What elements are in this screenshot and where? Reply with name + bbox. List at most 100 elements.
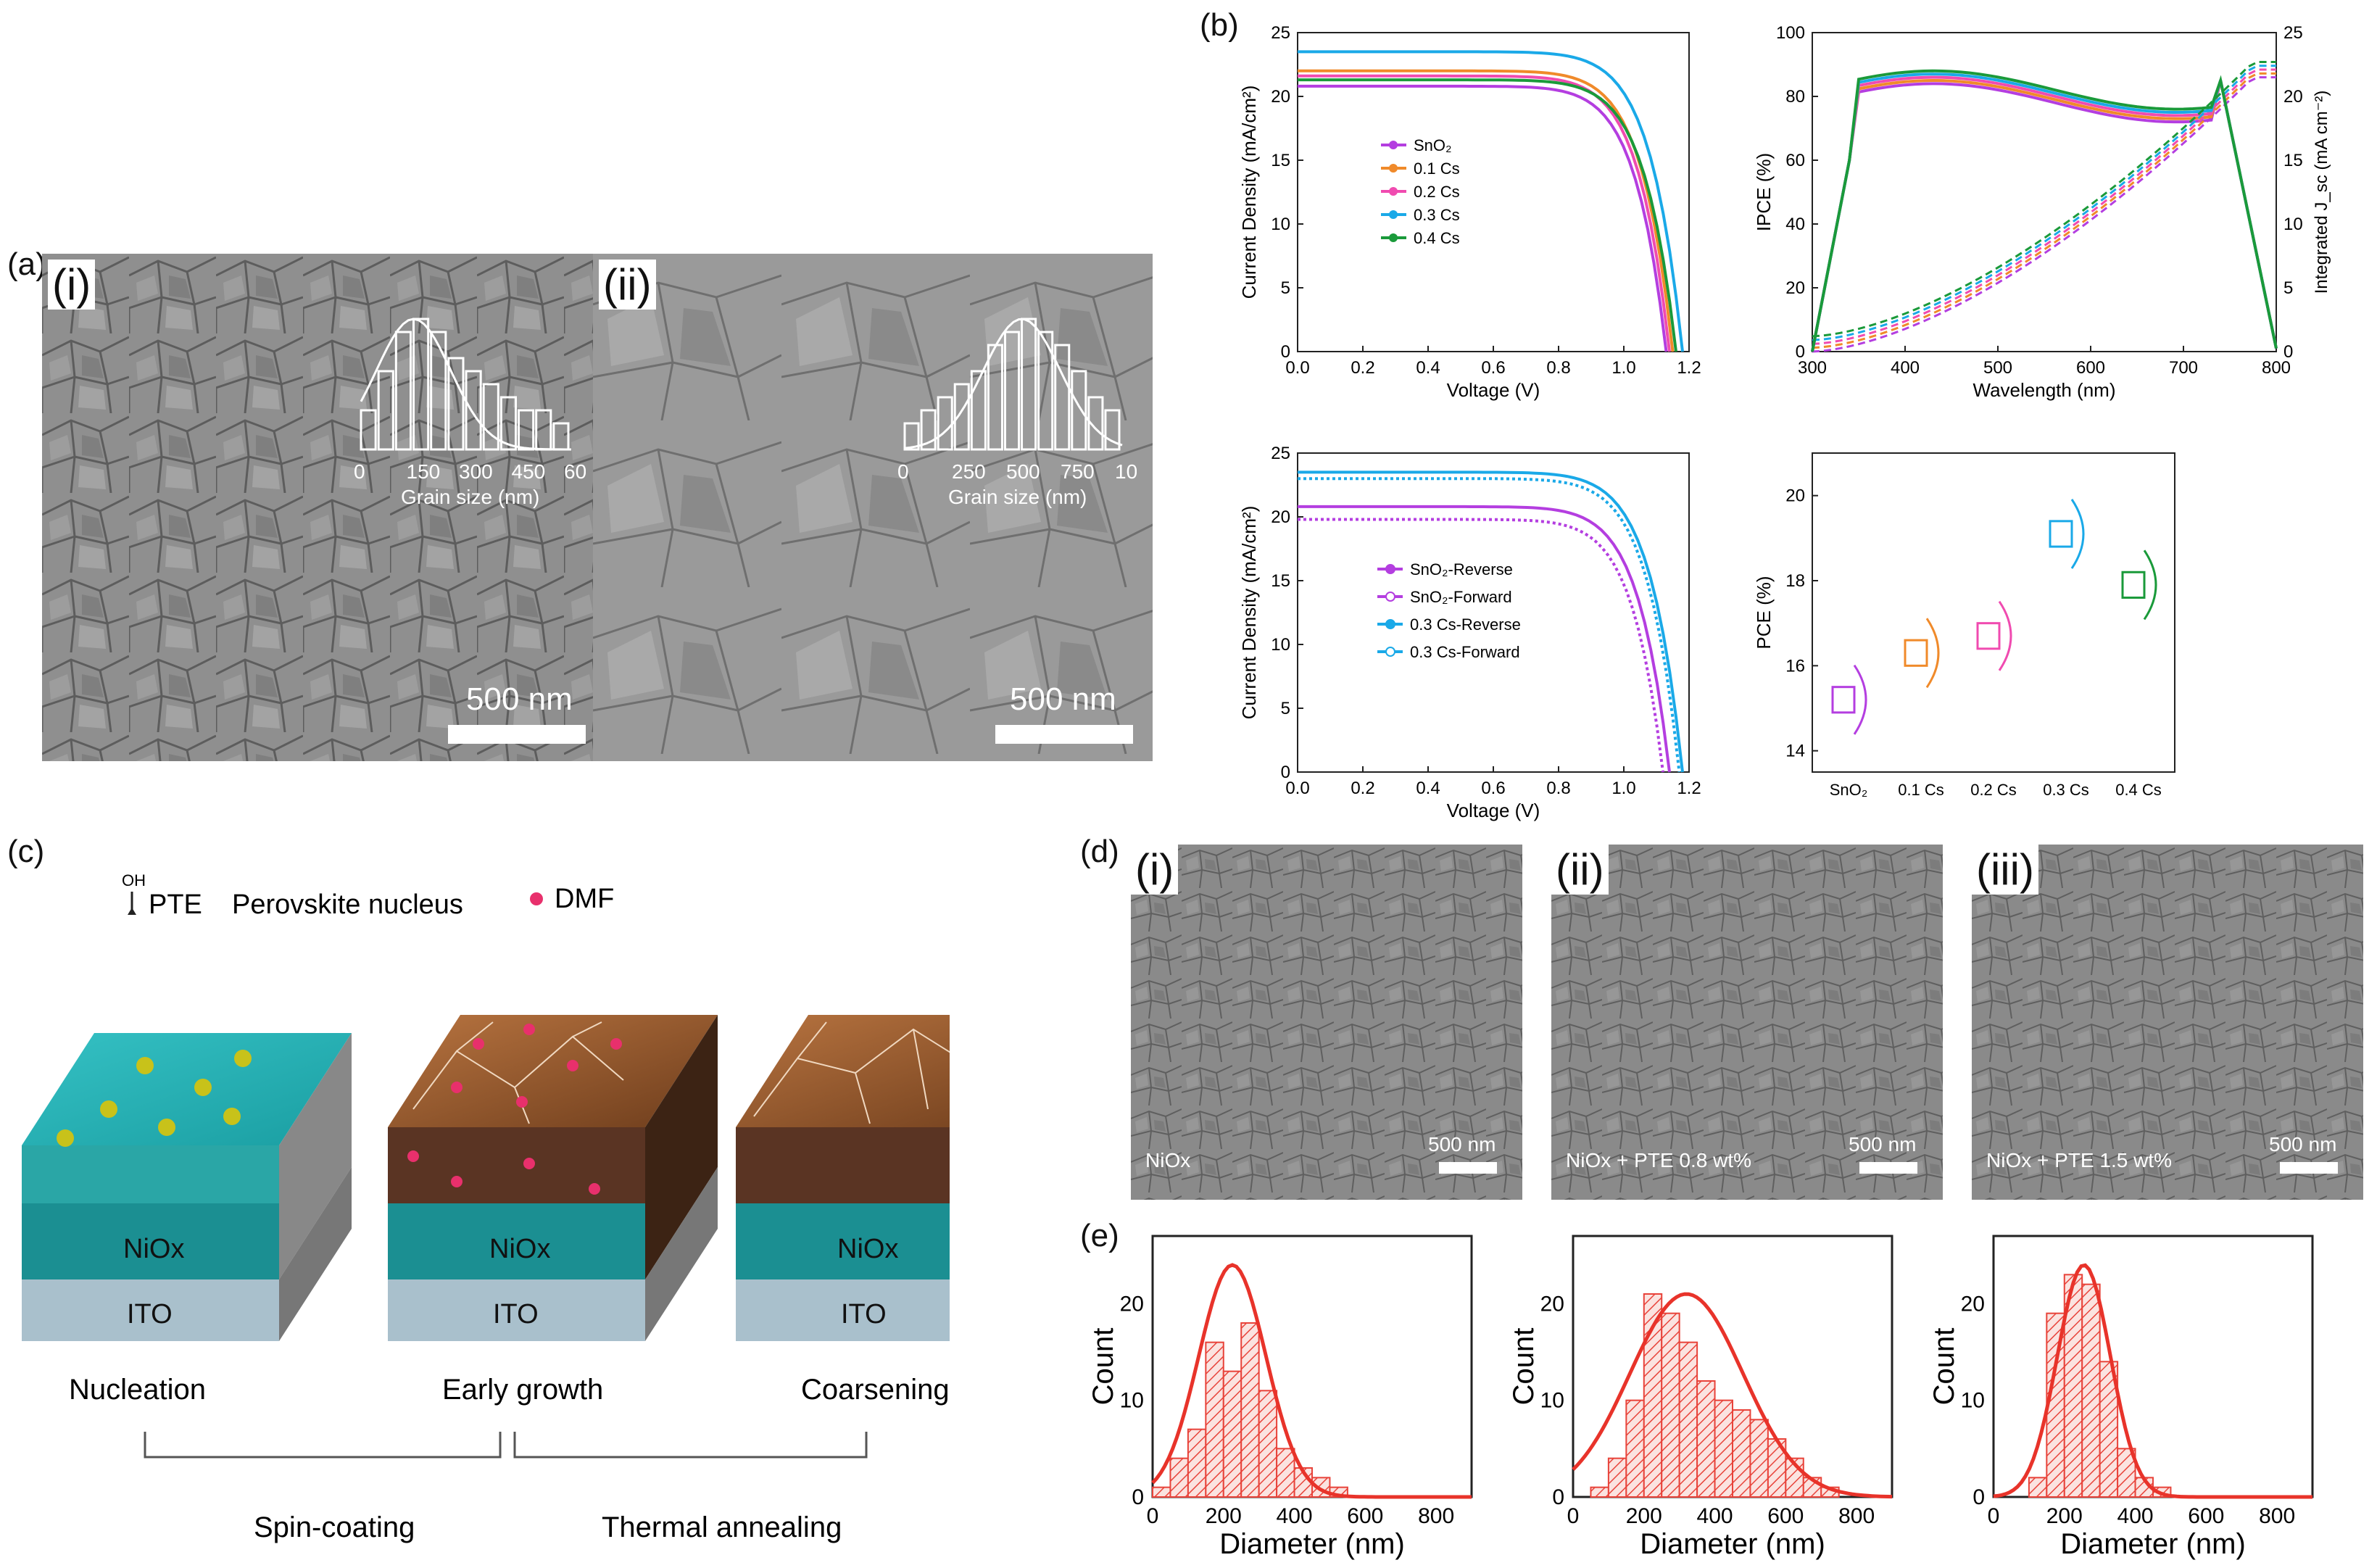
hist-bar [499, 396, 517, 451]
scale-bar-d-ii [1859, 1162, 1917, 1174]
plot-frame [1812, 452, 2175, 773]
process-thermal-annealing: Thermal annealing [602, 1511, 842, 1543]
legend-marker [1385, 592, 1395, 602]
layer-niox-3: NiOx [837, 1234, 898, 1264]
hist-bar [953, 383, 970, 451]
hist-bar [552, 422, 570, 451]
legend-marker [1389, 210, 1398, 219]
hist-tick-label: 600 [564, 460, 586, 483]
scale-text-a-i: 500 nm [466, 681, 573, 717]
hist-bar [1104, 409, 1121, 451]
box [2049, 520, 2073, 548]
stage-coarsening: Coarsening [801, 1374, 950, 1406]
legend-marker [1389, 187, 1398, 196]
jv-curve [1298, 518, 1664, 773]
y-tick-label: 5 [1281, 278, 1290, 298]
y2-tick-label: 0 [2283, 342, 2293, 362]
hist-tick-label: 300 [459, 460, 493, 483]
box [1831, 686, 1856, 714]
x-tick-label: 0 [1988, 1504, 2000, 1528]
hist-bar [1714, 1399, 1733, 1498]
x-tick-label: 600 [1767, 1504, 1804, 1528]
legend-marker [1389, 233, 1398, 242]
y-tick-label: 18 [1785, 571, 1805, 591]
x-tick-label: 0.8 [1546, 358, 1570, 378]
scale-bar-a-i [448, 725, 586, 744]
legend-label: 0.3 Cs [1414, 206, 1460, 224]
jv-curve [1298, 69, 1675, 352]
stage-nucleation: Nucleation [69, 1374, 206, 1406]
x-tick-label: 0 [1147, 1504, 1159, 1528]
x-tick-label: 0.4 Cs [2115, 781, 2162, 799]
legend-pte-text: PTE [149, 889, 202, 920]
dmf-icon [530, 892, 543, 905]
box [2121, 571, 2146, 599]
gaussian-fit [1993, 1263, 2312, 1499]
jv-curve [1298, 470, 1684, 773]
x-axis-label: Diameter (nm) [2060, 1528, 2246, 1560]
x-tick-label: 0.4 [1416, 779, 1440, 798]
y-axis-label: Count [1928, 1328, 1960, 1406]
integrated-jsc-curve [1812, 65, 2276, 341]
hist-bar [987, 344, 1003, 451]
x-axis-label: Wavelength (nm) [1973, 379, 2116, 401]
histogram-e-i: 0 200 400 600 800 0 10 20 Diameter (nm) Count [1087, 1235, 1473, 1560]
hist-bar [1003, 331, 1021, 451]
y2-tick-label: 15 [2283, 151, 2303, 170]
x-tick-label: 0.3 Cs [2043, 781, 2089, 799]
y-tick-label: 10 [1120, 1389, 1144, 1413]
y2-tick-label: 5 [2283, 278, 2293, 298]
hist-bar [1607, 1457, 1627, 1498]
sem-caption-d-ii: NiOx + PTE 0.8 wt% [1566, 1149, 1751, 1171]
sem-caption-d-i: NiOx [1145, 1149, 1191, 1171]
sem-image-d-i: (i) NiOx 500 nm [1131, 845, 1522, 1200]
layer-ito-2: ITO [493, 1299, 539, 1330]
y-axis-label: Current Density (mA/cm²) [1238, 506, 1260, 720]
x-tick-label: 0.0 [1285, 358, 1309, 378]
x-tick-label: 0.4 [1416, 358, 1440, 378]
y-tick-label: 60 [1785, 151, 1805, 170]
hist-bar [360, 409, 377, 451]
x-tick-label: 600 [1347, 1504, 1383, 1528]
layer-ito-1: ITO [127, 1299, 173, 1330]
hist-bar [1222, 1370, 1243, 1498]
jv-curve [1298, 74, 1671, 352]
x-tick-label: 300 [1798, 358, 1827, 378]
hist-bar [1276, 1448, 1295, 1498]
legend-label: SnO₂-Forward [1410, 588, 1512, 606]
x-tick-label: 400 [1891, 358, 1920, 378]
x-tick-label: 600 [2076, 358, 2105, 378]
integrated-jsc-curve [1812, 72, 2276, 349]
x-tick-label: 0.6 [1481, 358, 1505, 378]
x-tick-label: 1.2 [1677, 358, 1701, 378]
sem-caption-d-iii: NiOx + PTE 1.5 wt% [1986, 1149, 2172, 1171]
y-tick-label: 20 [1271, 507, 1290, 527]
pce-boxplot: 14 16 18 20 PCE (%) SnO₂ 0.1 Cs 0.2 Cs 0.3 Cs 0.4… [1753, 452, 2175, 799]
hist-bar [1258, 1390, 1278, 1498]
hist-bar [1054, 344, 1071, 451]
y-tick-label: 0 [1132, 1485, 1144, 1509]
legend-dmf-text: DMF [555, 884, 614, 914]
hist-bar [412, 318, 430, 451]
hist-bar [377, 370, 394, 451]
hist-bar [903, 422, 920, 451]
y-tick-label: 25 [1271, 23, 1290, 43]
panel-label-e: (e) [1080, 1218, 1119, 1253]
hist-bar [970, 370, 987, 451]
hist-bar [1240, 1322, 1260, 1498]
y-tick-label: 16 [1785, 656, 1805, 676]
layer-niox-2: NiOx [489, 1234, 550, 1264]
y2-tick-label: 25 [2283, 23, 2303, 43]
hist-xlabel: Grain size (nm) [401, 486, 539, 508]
hist-tick-label: 1000 [1115, 460, 1137, 483]
y-tick-label: 40 [1785, 215, 1805, 234]
jv-curve [1298, 78, 1677, 352]
y-tick-label: 10 [1540, 1389, 1564, 1413]
hist-bar [1037, 331, 1054, 451]
hist-fit-curve [360, 318, 572, 451]
hist-bar [1732, 1409, 1751, 1498]
x-tick-label: 200 [2046, 1504, 2083, 1528]
hist-bar [1749, 1419, 1769, 1498]
legend-label: 0.4 Cs [1414, 229, 1460, 247]
sem-image-a-ii: (ii) 0 250 500 750 1000 Grain size (nm) 500 n… [593, 254, 1153, 761]
